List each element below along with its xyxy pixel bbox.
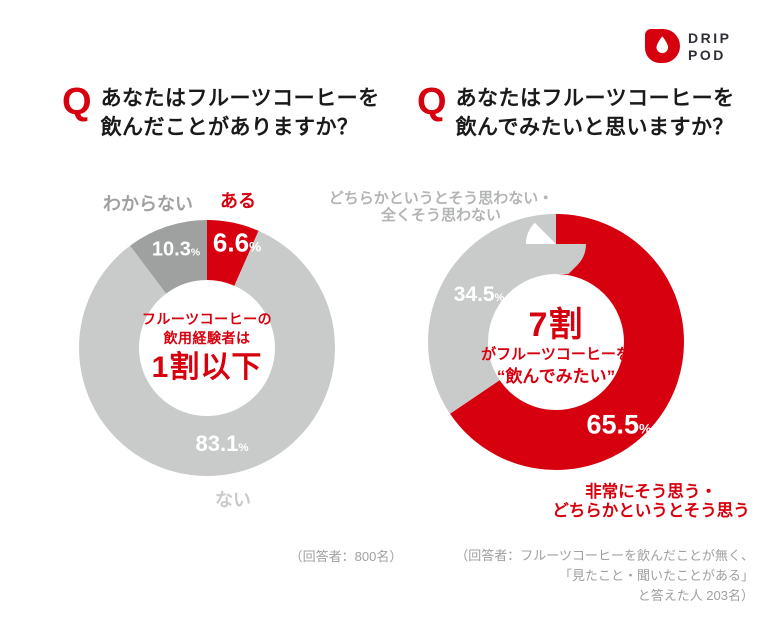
question-right: Q あなたはフルーツコーヒーを 飲んでみたいと思いますか？	[417, 81, 735, 142]
donut-slice	[79, 220, 335, 476]
slice-value-wakaranai: 10.3%	[151, 238, 201, 261]
question-mark-icon: Q	[62, 81, 92, 123]
question-left: Q あなたはフルーツコーヒーを 飲んだことがありますか？	[62, 81, 380, 142]
slice-label-aru: ある	[220, 191, 256, 211]
slice-label-nai: ない	[215, 490, 251, 510]
donut-slice	[79, 220, 335, 476]
respondents-note-right: （回答者：フルーツコーヒーを飲んだことが無く、 「見たこと・聞いたことがある」 …	[455, 548, 754, 603]
donut-right-center-text: 7割 がフルーツコーヒーを “飲んでみたい”	[481, 306, 631, 386]
slice-label-negative: どちらかというとそう思わない・ 全くそう思わない	[328, 190, 554, 224]
slice-value-nai: 83.1%	[195, 431, 249, 456]
question-left-text: あなたはフルーツコーヒーを 飲んだことがありますか？	[100, 87, 380, 139]
donut-slice	[428, 214, 684, 470]
slice-label-positive: 非常にそう思う・ どちらかというとそう思う	[552, 483, 750, 520]
logo-wordmark: DRIP POD	[688, 30, 731, 64]
donut-left-center-text: フルーツコーヒーの 飲用経験者は 1割以下	[141, 311, 273, 384]
slice-value-positive: 65.5%	[586, 409, 652, 440]
logo-text-drip: DRIP	[688, 29, 732, 46]
logo-text-pod: POD	[688, 46, 726, 63]
slice-value-negative: 34.5%	[453, 283, 505, 306]
drip-pod-logo: DRIP POD	[645, 29, 731, 64]
slice-value-aru: 6.6%	[212, 227, 262, 258]
question-mark-icon: Q	[417, 81, 447, 123]
respondents-note-left: （回答者：800名）	[289, 549, 403, 564]
question-right-text: あなたはフルーツコーヒーを 飲んでみたいと思いますか？	[455, 87, 735, 139]
donut-chart-intention	[428, 214, 684, 470]
donut-chart-experience	[79, 220, 335, 476]
drip-pod-logo-icon	[645, 29, 680, 63]
slice-label-wakaranai: わからない	[103, 194, 193, 214]
